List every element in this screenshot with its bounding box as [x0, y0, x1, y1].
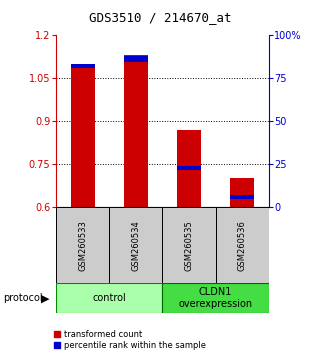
- Bar: [56, 283, 163, 313]
- Bar: [163, 283, 269, 313]
- Text: ▶: ▶: [41, 293, 49, 303]
- Bar: [124, 56, 148, 207]
- Bar: [71, 64, 95, 68]
- Text: CLDN1
overexpression: CLDN1 overexpression: [179, 287, 253, 309]
- Bar: [56, 207, 109, 283]
- Legend: transformed count, percentile rank within the sample: transformed count, percentile rank withi…: [54, 330, 206, 350]
- Text: GDS3510 / 214670_at: GDS3510 / 214670_at: [89, 11, 231, 24]
- Bar: [177, 130, 201, 207]
- Bar: [163, 207, 216, 283]
- Bar: [177, 166, 201, 171]
- Bar: [230, 178, 254, 207]
- Bar: [230, 195, 254, 199]
- Text: GSM260533: GSM260533: [78, 220, 87, 270]
- Bar: [124, 56, 148, 62]
- Bar: [71, 64, 95, 207]
- Text: GSM260536: GSM260536: [238, 220, 247, 270]
- Text: GSM260534: GSM260534: [131, 220, 140, 270]
- Text: protocol: protocol: [3, 293, 43, 303]
- Bar: [216, 207, 269, 283]
- Text: control: control: [92, 293, 126, 303]
- Bar: [109, 207, 162, 283]
- Text: GSM260535: GSM260535: [185, 220, 194, 270]
